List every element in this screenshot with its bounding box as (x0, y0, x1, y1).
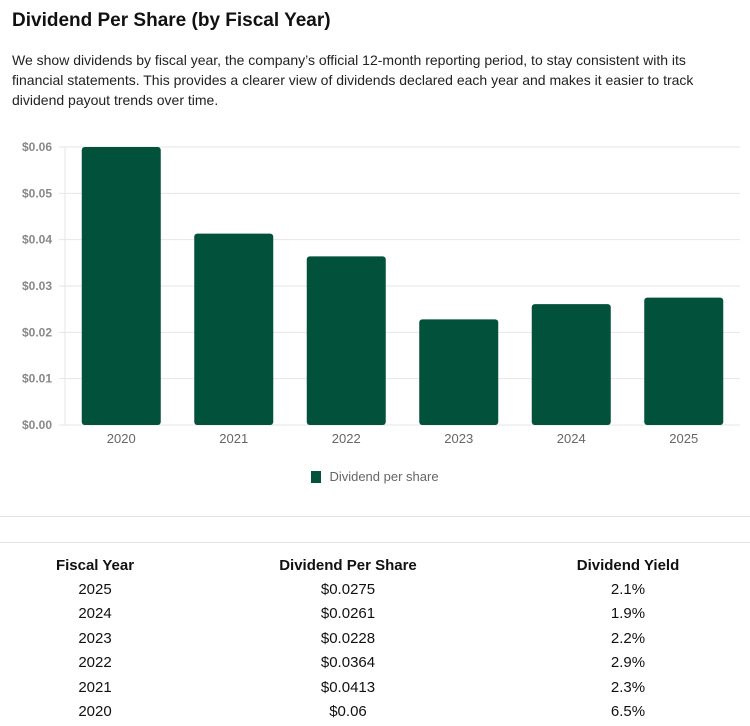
table-row: 2025 $0.0275 2.1% (0, 577, 750, 602)
cell-yield: 6.5% (610, 703, 646, 721)
cell-dps: $0.0275 (320, 580, 376, 598)
y-tick-label: $0.04 (22, 233, 52, 247)
bar-2020[interactable] (81, 147, 161, 425)
cell-dps: $0.0261 (320, 605, 376, 623)
x-tick-label: 2025 (669, 431, 698, 446)
y-tick-label: $0.02 (22, 325, 52, 339)
bar-2024[interactable] (531, 304, 611, 425)
x-tick-label: 2020 (107, 431, 136, 446)
table-row: 2021 $0.0413 2.3% (0, 675, 750, 700)
bar-chart: $0.00 $0.01 $0.02 $0.03 $0.04 $0.05 $0.06 2020 2… (22, 140, 740, 446)
bar-2023[interactable] (419, 319, 499, 425)
cell-yield: 2.3% (610, 678, 646, 696)
cell-dps: $0.0228 (320, 629, 376, 647)
header-dividend-per-share: Dividend Per Share (279, 557, 417, 574)
y-tick-label: $0.00 (22, 418, 52, 432)
chart-title: Dividend Per Share (by Fiscal Year) (12, 10, 331, 31)
cell-dps: $0.0413 (320, 678, 376, 696)
cell-year: 2024 (78, 605, 112, 623)
divider (0, 542, 750, 543)
cell-year: 2025 (78, 580, 112, 598)
x-tick-label: 2021 (219, 431, 248, 446)
x-tick-label: 2022 (332, 431, 361, 446)
y-tick-label: $0.05 (22, 186, 52, 200)
dividend-table: Fiscal Year Dividend Per Share Dividend … (0, 554, 750, 724)
cell-yield: 2.9% (610, 654, 646, 672)
x-tick-label: 2024 (557, 431, 586, 446)
cell-year: 2020 (78, 703, 112, 721)
bar-2025[interactable] (644, 297, 724, 425)
cell-yield: 2.1% (610, 580, 646, 598)
cell-year: 2023 (78, 629, 112, 647)
header-fiscal-year: Fiscal Year (55, 557, 135, 574)
legend-swatch (311, 471, 322, 483)
legend-label[interactable]: Dividend per share (329, 469, 439, 484)
cell-year: 2022 (78, 654, 112, 672)
bar-2022[interactable] (306, 256, 386, 425)
cell-yield: 1.9% (610, 605, 646, 623)
y-tick-label: $0.01 (22, 372, 52, 386)
bar-2021[interactable] (194, 233, 274, 425)
chart-description: We show dividends by fiscal year, the co… (12, 52, 694, 108)
table-row: 2024 $0.0261 1.9% (0, 602, 750, 627)
cell-dps: $0.06 (329, 703, 367, 721)
legend: Dividend per share (0, 469, 750, 484)
cell-year: 2021 (78, 678, 112, 696)
table-row: 2023 $0.0228 2.2% (0, 626, 750, 651)
cell-dps: $0.0364 (320, 654, 376, 672)
y-tick-label: $0.06 (22, 140, 52, 154)
cell-yield: 2.2% (610, 629, 646, 647)
header-dividend-yield: Dividend Yield (576, 557, 680, 574)
divider (0, 516, 750, 517)
table-header-row: Fiscal Year Dividend Per Share Dividend … (0, 554, 750, 577)
table-row: 2020 $0.06 6.5% (0, 700, 750, 725)
x-tick-label: 2023 (444, 431, 473, 446)
table-row: 2022 $0.0364 2.9% (0, 651, 750, 676)
y-tick-label: $0.03 (22, 279, 52, 293)
